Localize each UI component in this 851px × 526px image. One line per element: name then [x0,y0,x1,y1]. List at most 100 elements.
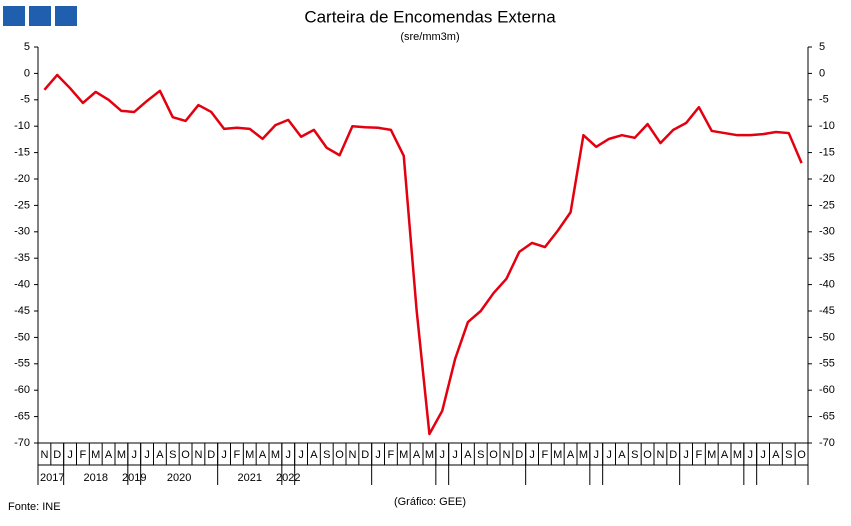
x-tick-label: D [53,449,61,461]
y2-tick-label: -15 [819,147,835,159]
y2-tick-label: -65 [819,411,835,423]
year-label: 2017 [40,472,64,484]
x-tick-label: O [643,449,652,461]
x-tick-label: O [335,449,344,461]
y-tick-label: -35 [14,252,30,264]
y-tick-label: -55 [14,358,30,370]
x-tick-label: O [797,449,806,461]
x-tick-label: D [207,449,215,461]
x-tick-label: O [489,449,498,461]
y2-tick-label: -55 [819,358,835,370]
chart-subtitle: (sre/mm3m) [400,31,459,43]
y2-tick-label: -35 [819,252,835,264]
x-tick-label: A [310,449,318,461]
x-tick-label: N [194,449,202,461]
y-tick-label: -25 [14,199,30,211]
x-tick-label: J [132,449,138,461]
x-tick-label: N [348,449,356,461]
x-tick-label: M [425,449,434,461]
y-tick-label: -40 [14,279,30,291]
x-tick-label: F [542,449,549,461]
x-tick-label: M [399,449,408,461]
y-tick-label: -60 [14,384,30,396]
x-tick-label: J [748,449,754,461]
credit: (Gráfico: GEE) [394,496,466,508]
x-tick-label: M [553,449,562,461]
x-tick-label: J [606,449,612,461]
x-tick-label: J [440,449,446,461]
x-tick-label: J [144,449,150,461]
x-tick-label: O [181,449,190,461]
source: Fonte: INE [8,501,61,513]
year-label: 2020 [167,472,191,484]
x-tick-label: J [67,449,73,461]
x-tick-label: M [117,449,126,461]
year-label: 2019 [122,472,146,484]
y-tick-label: 0 [24,67,30,79]
x-tick-label: D [515,449,523,461]
year-label: 2022 [276,472,300,484]
x-tick-label: A [772,449,780,461]
x-tick-label: N [502,449,510,461]
y-tick-label: 5 [24,41,30,53]
y-tick-label: -70 [14,437,30,449]
y2-tick-label: -45 [819,305,835,317]
x-tick-label: J [529,449,535,461]
x-tick-label: N [40,449,48,461]
x-tick-label: F [388,449,395,461]
x-tick-label: M [707,449,716,461]
y2-tick-label: -25 [819,199,835,211]
y-tick-label: -20 [14,173,30,185]
x-tick-label: A [105,449,113,461]
x-tick-label: S [323,449,330,461]
y2-tick-label: -5 [819,94,829,106]
y-tick-label: -30 [14,226,30,238]
year-label: 2021 [238,472,262,484]
x-tick-label: F [80,449,87,461]
chart-title: Carteira de Encomendas Externa [304,7,556,26]
y-tick-label: -65 [14,411,30,423]
x-tick-label: A [721,449,729,461]
y2-tick-label: -20 [819,173,835,185]
y2-tick-label: -40 [819,279,835,291]
year-label: 2018 [84,472,108,484]
x-tick-label: A [156,449,164,461]
x-tick-label: A [567,449,575,461]
y-tick-label: -15 [14,147,30,159]
y2-tick-label: -60 [819,384,835,396]
x-tick-label: J [375,449,381,461]
x-tick-label: A [413,449,421,461]
x-tick-label: J [594,449,600,461]
x-tick-label: S [169,449,176,461]
x-tick-label: A [464,449,472,461]
x-tick-label: J [760,449,766,461]
x-tick-label: N [656,449,664,461]
x-tick-label: M [733,449,742,461]
y2-tick-label: 5 [819,41,825,53]
y-tick-label: -50 [14,331,30,343]
x-tick-label: D [669,449,677,461]
x-tick-label: M [579,449,588,461]
x-tick-label: A [618,449,626,461]
x-tick-label: F [234,449,241,461]
x-tick-label: D [361,449,369,461]
x-tick-label: A [259,449,267,461]
x-tick-label: J [683,449,689,461]
y2-tick-label: -30 [819,226,835,238]
y-tick-label: -10 [14,120,30,132]
y-tick-label: -5 [20,94,30,106]
x-tick-label: J [221,449,227,461]
y2-tick-label: 0 [819,67,825,79]
data-line [43,73,803,436]
x-tick-label: M [245,449,254,461]
y2-tick-label: -10 [819,120,835,132]
x-tick-label: S [477,449,484,461]
x-tick-label: M [91,449,100,461]
x-tick-label: S [785,449,792,461]
logo [3,6,77,26]
x-tick-label: S [631,449,638,461]
y2-tick-label: -70 [819,437,835,449]
x-tick-label: M [271,449,280,461]
y-tick-label: -45 [14,305,30,317]
